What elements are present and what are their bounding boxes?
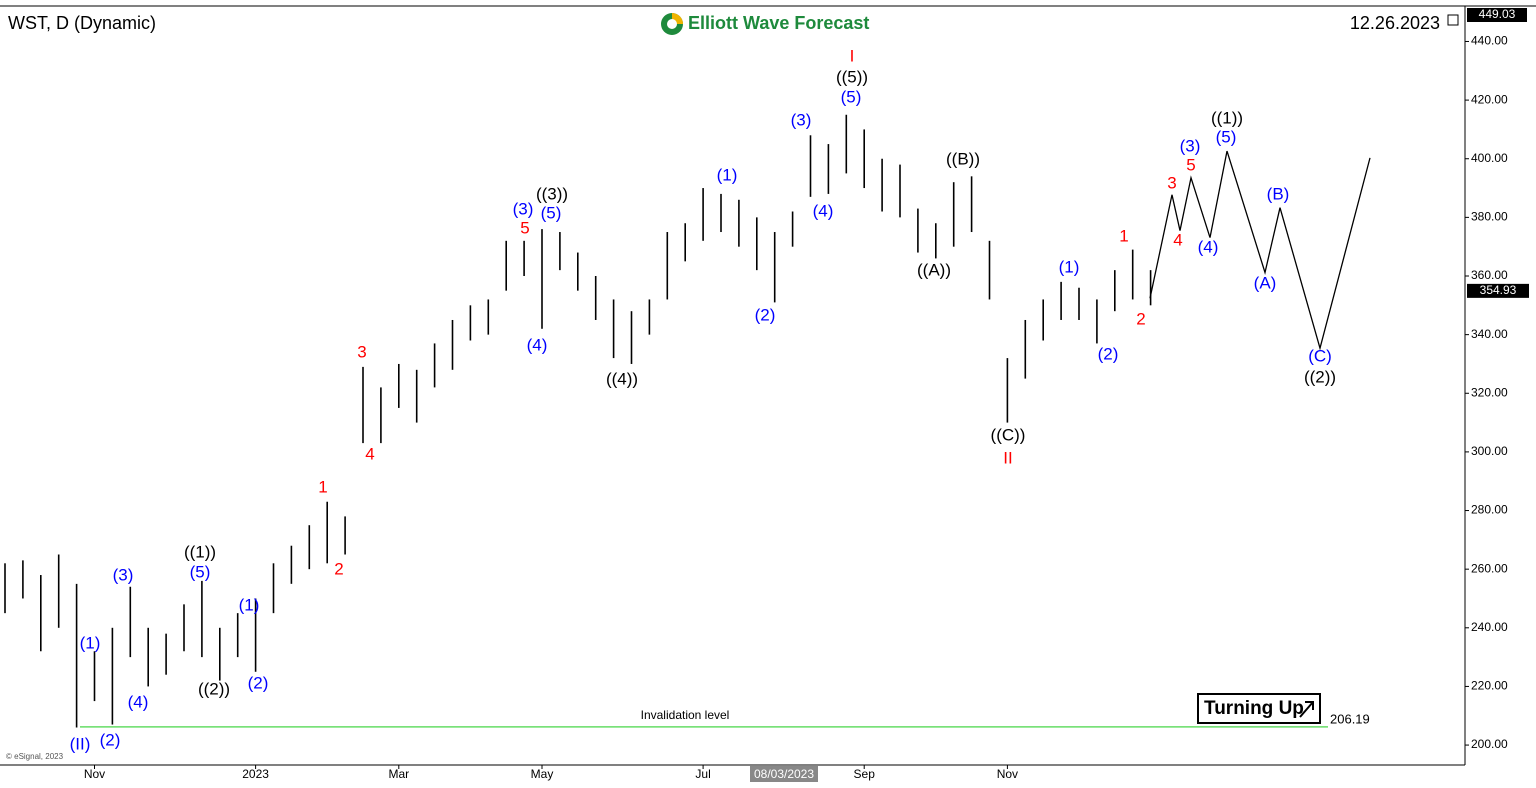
y-tick-label: 240.00 [1471, 620, 1508, 634]
cursor-date-box [750, 766, 818, 782]
wave-label: (2) [248, 673, 269, 692]
brand: Elliott Wave Forecast [688, 13, 869, 33]
y-tick-label: 300.00 [1471, 444, 1508, 458]
wave-label: (3) [1180, 136, 1201, 155]
wave-label: 4 [365, 444, 374, 463]
wave-label: ((2)) [1304, 367, 1336, 386]
wave-label: (2) [755, 305, 776, 324]
x-tick-label: Nov [84, 767, 105, 781]
y-tick-label: 440.00 [1471, 34, 1508, 48]
y-tick-label: 400.00 [1471, 151, 1508, 165]
copyright: © eSignal, 2023 [6, 752, 64, 761]
wave-label: I [850, 46, 855, 65]
x-tick-label: Mar [388, 767, 409, 781]
y-tick-label: 200.00 [1471, 737, 1508, 751]
invalidation-label: Invalidation level [641, 708, 730, 722]
date: 12.26.2023 [1350, 13, 1440, 33]
wave-label: (3) [791, 110, 812, 129]
wave-label: 3 [1167, 173, 1176, 192]
wave-label: (4) [1198, 237, 1219, 256]
wave-label: ((1)) [184, 542, 216, 561]
wave-label: (1) [1059, 257, 1080, 276]
logo [661, 13, 683, 35]
wave-label: (2) [1098, 344, 1119, 363]
wave-label: (4) [128, 692, 149, 711]
x-tick-label: 2023 [242, 767, 269, 781]
wave-label: (3) [113, 565, 134, 584]
y-tick-label: 420.00 [1471, 92, 1508, 106]
wave-label: (5) [841, 87, 862, 106]
y-tick-label: 380.00 [1471, 210, 1508, 224]
wave-label: (5) [1216, 127, 1237, 146]
last-price-label: 354.93 [1480, 283, 1517, 297]
turning-up-badge: Turning Up [1197, 693, 1321, 724]
wave-label: (5) [541, 203, 562, 222]
x-tick-label: Sep [854, 767, 876, 781]
invalidation-value: 206.19 [1330, 711, 1370, 726]
wave-label: (B) [1267, 184, 1290, 203]
wave-label: 2 [1136, 309, 1145, 328]
wave-label: ((2)) [198, 679, 230, 698]
wave-label: 1 [1119, 226, 1128, 245]
wave-label: (A) [1254, 273, 1277, 292]
x-tick-label: Nov [997, 767, 1018, 781]
wave-label: 2 [334, 559, 343, 578]
wave-label: (C) [1308, 346, 1332, 365]
wave-label: ((1)) [1211, 108, 1243, 127]
wave-label: 4 [1173, 230, 1182, 249]
maximize-icon[interactable] [1447, 14, 1459, 26]
wave-label: 3 [357, 342, 366, 361]
y-tick-label: 220.00 [1471, 679, 1508, 693]
wave-label: ((B)) [946, 149, 980, 168]
wave-label: ((A)) [917, 260, 951, 279]
wave-label: 1 [318, 477, 327, 496]
y-tick-label: 360.00 [1471, 268, 1508, 282]
chart-title: WST, D (Dynamic) [8, 13, 156, 33]
wave-label: ((4)) [606, 369, 638, 388]
wave-label: (1) [239, 595, 260, 614]
badge-text: Turning Up [1204, 698, 1304, 719]
x-tick-label: Jul [695, 767, 710, 781]
wave-label: II [1003, 448, 1012, 467]
top-value-box [1467, 8, 1527, 22]
wave-label: (4) [527, 335, 548, 354]
wave-label: (1) [717, 165, 738, 184]
wave-label: (2) [100, 730, 121, 749]
wave-label: ((C)) [991, 425, 1026, 444]
projection-line [1149, 150, 1371, 351]
y-tick-label: 260.00 [1471, 561, 1508, 575]
last-price-box [1467, 283, 1529, 298]
wave-label: (1) [80, 633, 101, 652]
cursor-date: 08/03/2023 [754, 767, 814, 781]
wave-label: 5 [1186, 155, 1195, 174]
y-tick-label: 340.00 [1471, 327, 1508, 341]
wave-label: 5 [520, 218, 529, 237]
y-tick-label: 280.00 [1471, 503, 1508, 517]
wave-label: ((5)) [836, 67, 868, 86]
wave-label: (4) [813, 201, 834, 220]
wave-label: (II) [70, 734, 91, 753]
y-tick-label: 320.00 [1471, 385, 1508, 399]
x-tick-label: May [531, 767, 554, 781]
wave-label: (5) [190, 562, 211, 581]
ylim-top-label: 449.03 [1479, 7, 1516, 21]
wave-label: (3) [513, 199, 534, 218]
wave-label: ((3)) [536, 184, 568, 203]
